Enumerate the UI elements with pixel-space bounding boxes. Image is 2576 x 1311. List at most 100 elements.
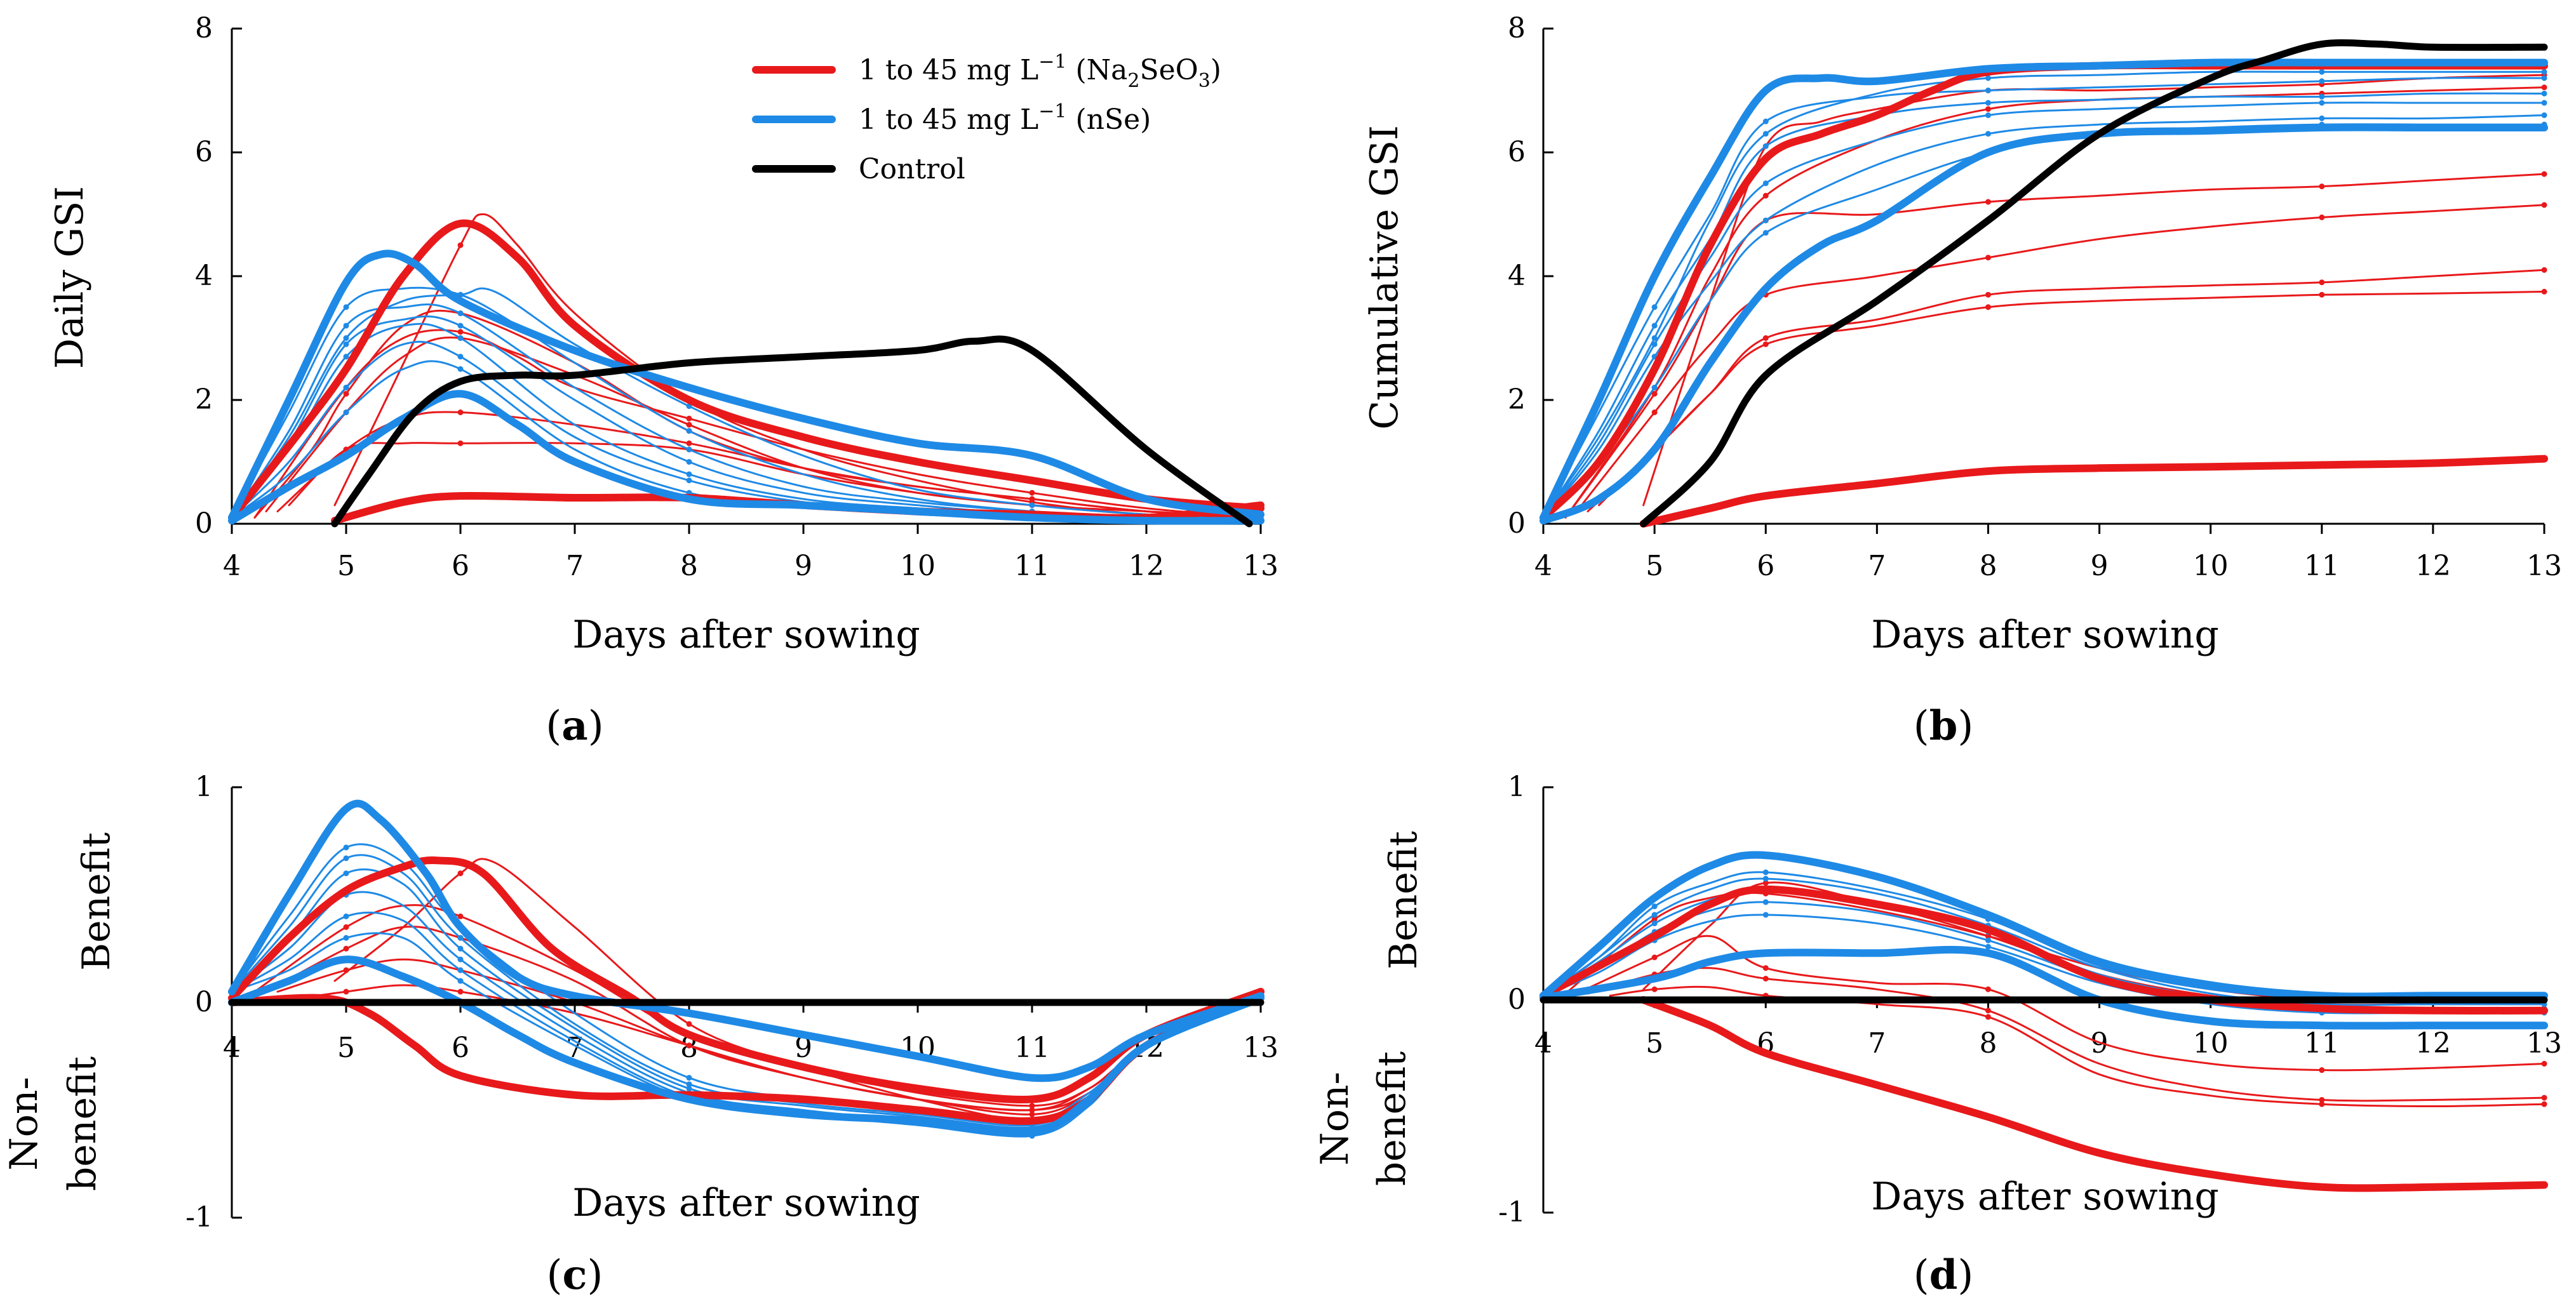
data-point [686,1081,692,1088]
data-point [2541,288,2547,295]
data-point [2319,1067,2325,1074]
data-point [686,1086,692,1092]
series-line [228,219,1265,522]
data-point [1985,199,1991,205]
x-tick-label: 7 [1868,550,1886,582]
y-tick-label: 0 [1508,507,1526,540]
data-point [2541,69,2547,75]
data-point [1651,335,1658,341]
panel-label: (b) [1914,702,1974,750]
y-tick-label: -1 [185,1201,213,1234]
data-point [1651,903,1658,910]
data-point [2541,112,2547,118]
data-point [457,409,464,415]
data-point [457,310,464,316]
non-benefit-label-line1: Non- [1313,1072,1357,1166]
x-tick-label: 12 [1129,550,1164,582]
x-tick-label: 10 [2193,1027,2229,1060]
data-point [2541,267,2547,273]
x-tick-label: 8 [1979,550,1997,582]
data-point [343,354,349,360]
series-line [228,390,1265,525]
data-point [457,956,464,962]
data-point [2319,1101,2325,1107]
x-tick-label: 11 [1014,1032,1050,1064]
series-line [1639,455,2548,528]
data-point [686,415,692,422]
data-point [343,390,349,397]
y-tick-label: 8 [1508,12,1526,44]
data-point [1762,335,1769,341]
data-point [2541,1061,2547,1067]
data-point [343,341,349,347]
data-point [686,440,692,446]
x-tick-label: 6 [452,1032,469,1064]
data-point [343,385,349,390]
data-point [1985,255,1991,261]
data-point [343,967,349,973]
x-tick-label: 12 [2415,550,2451,582]
y-tick-label: 0 [1508,983,1526,1016]
x-tick-label: 13 [2526,1027,2562,1060]
x-tick-label: 13 [1243,550,1278,582]
data-point [457,440,464,446]
series-line [1598,290,2546,507]
data-point [2319,100,2325,106]
x-tick-label: 6 [1757,550,1774,582]
data-point [2541,100,2547,106]
data-point [1029,1103,1035,1109]
y-axis-label: Daily GSI [48,186,92,369]
series-line [1542,102,2546,519]
data-point [1762,880,1769,886]
chart-panel-b: 0 2 4 6 8 4 5 6 7 8 9 10 11 12 13 Days after sowing Cumu… [1362,12,2562,750]
x-tick-label: 7 [566,550,584,582]
series-line [228,250,1265,522]
x-tick-label: 5 [1646,550,1663,582]
data-point [1651,920,1658,926]
series-line [228,955,1265,1136]
series-line [1542,92,2546,519]
x-tick-label: 5 [1646,1027,1663,1060]
series-line [1639,996,2548,1192]
data-point [2541,1095,2547,1101]
series-line [1587,967,2546,1102]
data-point [1762,192,1769,199]
series-line [1564,86,2546,519]
series-line [228,856,1265,1103]
x-tick-label: 10 [2193,550,2229,582]
legend-label: 1 to 45 mg L−1​ (Na2​SeO3​) [859,51,1221,92]
panel-label: (d) [1914,1251,1974,1299]
y-tick-label: 2 [195,383,213,416]
data-point [2319,1096,2325,1103]
data-point [2541,75,2547,81]
y-tick-label: 0 [195,986,213,1018]
non-benefit-label-line2: benefit [60,1056,105,1191]
data-point [457,354,464,360]
data-point [1762,143,1769,149]
data-point [1762,341,1769,347]
non-benefit-label-line2: benefit [1370,1051,1414,1186]
benefit-label: Benefit [1381,831,1426,969]
series-line [1540,945,2548,1030]
data-point [2319,279,2325,286]
data-point [1985,933,1991,939]
data-point [1651,409,1658,415]
data-point [1762,976,1769,982]
data-point [457,988,464,995]
data-point [1651,323,1658,329]
data-point [1985,1014,1991,1020]
data-point [1651,916,1658,922]
data-point [457,935,464,941]
data-point [1985,106,1991,112]
data-point [1762,965,1769,971]
data-point [1651,954,1658,961]
data-point [686,477,692,484]
data-point [1985,75,1991,81]
data-point [457,366,464,372]
data-point [686,446,692,453]
data-point [1029,1107,1035,1113]
data-point [1762,180,1769,187]
panel-label: (a) [546,702,603,750]
data-point [1762,912,1769,918]
